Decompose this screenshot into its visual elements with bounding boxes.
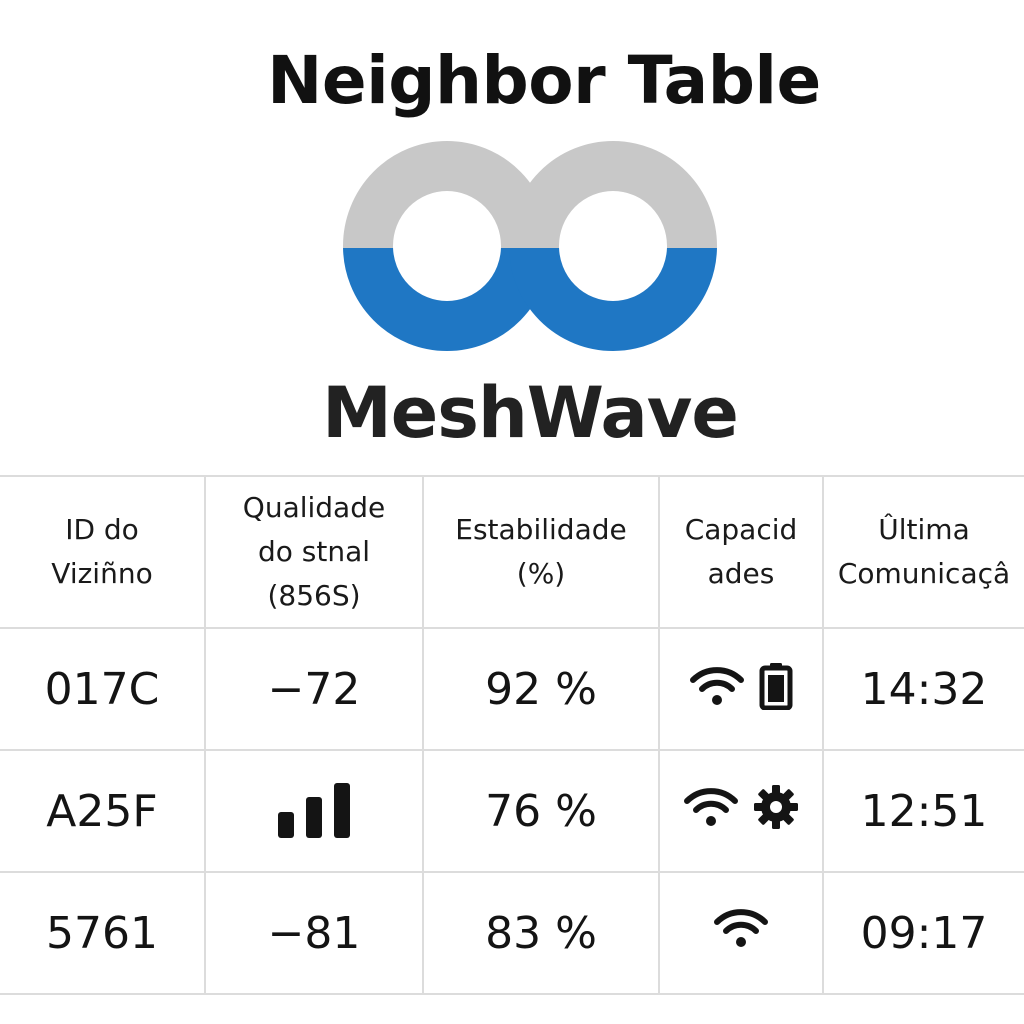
neighbor-table: ID do Viziñno Qualidade do stnal (856S) … [0,475,1024,995]
table-row: 5761 −81 83 % 09:17 [0,871,1024,995]
column-header-line: (856S) [267,579,361,612]
battery-icon [759,662,793,710]
signal-bars-icon [278,783,350,838]
signal-quality-cell: −81 [204,871,424,995]
meshwave-logo [343,140,717,352]
interlocked-rings-icon [343,141,717,351]
wifi-icon [690,666,744,705]
column-header-last-contact: Ûltima Comunicaçâ [822,475,1024,629]
brand-name: MeshWave [322,372,739,454]
column-header-neighbor-id: ID do Viziñno [0,475,206,629]
column-header-line: Capacid [684,513,798,546]
capabilities-cell [658,871,824,995]
table-row: 017C −72 92 % 14:32 [0,627,1024,751]
table-header-row: ID do Viziñno Qualidade do stnal (856S) … [0,475,1024,629]
column-header-line: Viziñno [51,557,153,590]
page-title: Neighbor Table [267,42,821,119]
column-header-signal-quality: Qualidade do stnal (856S) [204,475,424,629]
stability-cell: 76 % [422,749,660,873]
column-header-line: (%) [516,557,566,590]
last-contact-cell: 09:17 [822,871,1024,995]
last-contact-cell: 12:51 [822,749,1024,873]
column-header-line: Ûltima [878,513,970,546]
column-header-capabilities: Capacid ades [658,475,824,629]
column-header-line: ades [707,557,775,590]
signal-quality-cell [204,749,424,873]
table-row: A25F 76 % [0,749,1024,873]
column-header-line: Estabilidade [455,513,627,546]
signal-quality-cell: −72 [204,627,424,751]
stability-cell: 92 % [422,627,660,751]
capabilities-cell [658,749,824,873]
wifi-icon [714,908,768,947]
stability-cell: 83 % [422,871,660,995]
last-contact-cell: 14:32 [822,627,1024,751]
column-header-line: Qualidade [242,491,386,524]
gear-icon [754,785,798,829]
wifi-icon [684,788,738,826]
column-header-stability: Estabilidade (%) [422,475,660,629]
neighbor-id-cell: 5761 [0,871,206,995]
capabilities-cell [658,627,824,751]
neighbor-id-cell: A25F [0,749,206,873]
column-header-line: ID do [65,513,139,546]
column-header-line: Comunicaçâ [837,557,1011,590]
neighbor-id-cell: 017C [0,627,206,751]
column-header-line: do stnal [257,535,371,568]
